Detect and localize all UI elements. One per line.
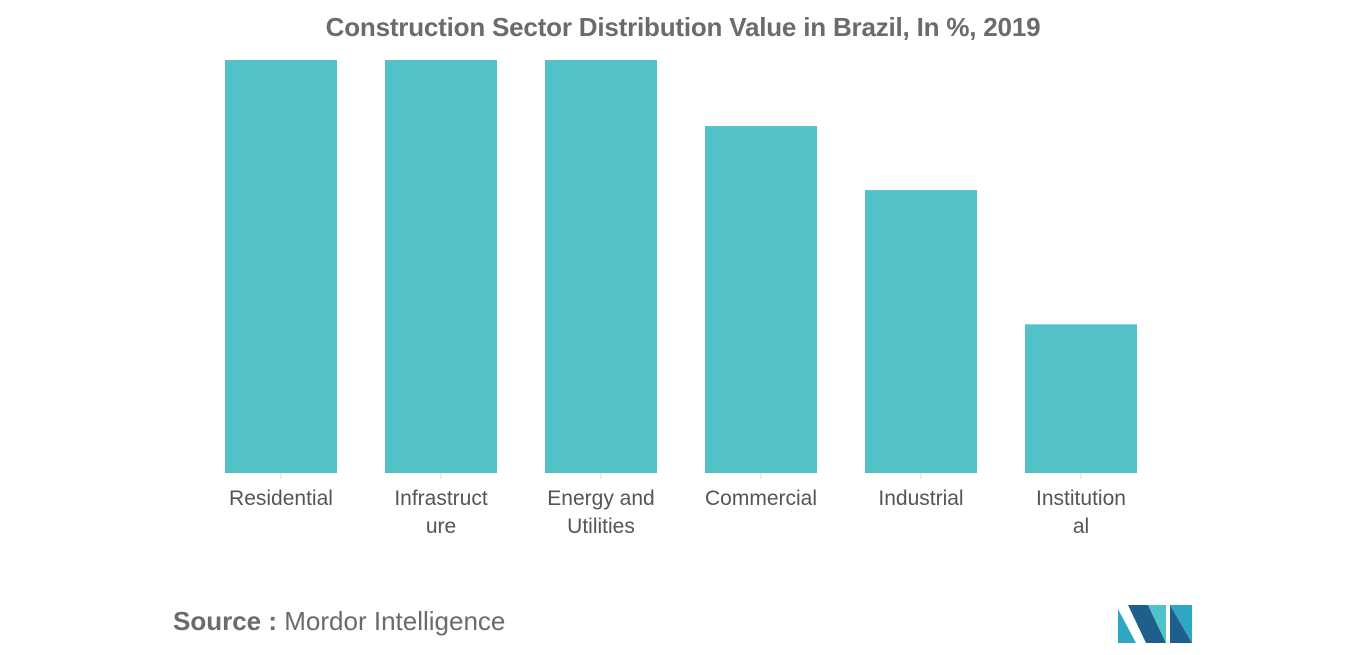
x-tick-label-0: Residential [229,487,333,510]
mordor-intelligence-logo-icon [1118,605,1192,643]
logo-shape-mid [1128,605,1166,643]
x-tick-label-line: Commercial [705,487,817,510]
x-tick-label-1: Infrastruct ure [394,487,488,538]
x-tick-label-5: Institution al [1036,487,1126,538]
logo-shape-right-dark [1170,605,1192,643]
category-labels-group: Residential Infrastruct ure Energy and Utili… [229,487,1126,538]
x-tick-label-4: Industrial [878,487,963,510]
bar-chart: Residential Infrastruct ure Energy and Utili… [225,60,1137,538]
bar-1 [385,60,497,473]
x-tick-label-line: Industrial [878,487,963,510]
bars-group [225,60,1137,473]
x-tick-label-line: Residential [229,487,333,510]
source-label: Source : [173,606,278,636]
x-tick-label-3: Commercial [705,487,817,510]
source-note: Source : Mordor Intelligence [173,606,505,637]
x-tick-label-2: Energy and Utilities [547,487,654,538]
x-tick-label-line: Infrastruct [394,487,488,510]
x-tick-label-line: ure [426,515,456,538]
source-value: Mordor Intelligence [284,606,506,636]
logo-shape-left [1118,609,1136,643]
bar-2 [545,60,657,473]
x-tick-label-line: al [1073,515,1089,538]
x-tick-label-line: Institution [1036,487,1126,510]
bar-5 [1025,324,1137,473]
category-ticks-group [280,473,1082,479]
bar-4 [865,190,977,473]
chart-title: Construction Sector Distribution Value i… [325,12,1041,42]
x-tick-label-line: Utilities [567,515,635,538]
x-tick-label-line: Energy and [547,487,654,510]
bar-0 [225,60,337,473]
bar-3 [705,126,817,473]
logo-shape-mid-light [1148,605,1166,643]
